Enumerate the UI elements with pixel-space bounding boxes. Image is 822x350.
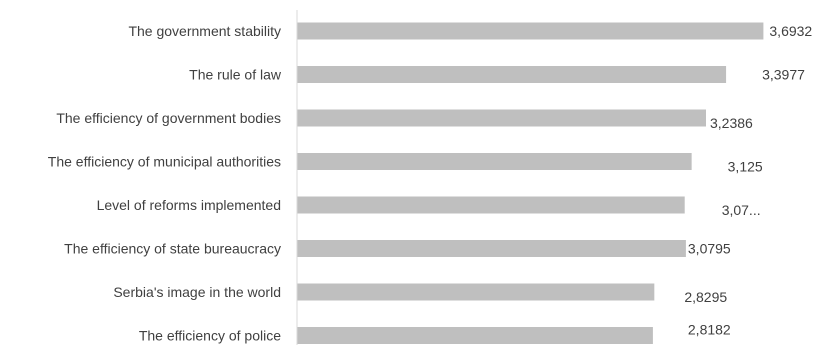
category-label: The efficiency of police — [139, 328, 281, 344]
bar — [297, 153, 692, 170]
bar — [297, 109, 706, 127]
bar — [297, 22, 764, 40]
bar — [297, 240, 686, 257]
bar — [297, 196, 685, 214]
value-labels-group: 3,6932 3,3977 3,2386 3,125 3,07... 3,0795 2,82… — [684, 23, 812, 338]
value-label: 3,07... — [722, 202, 761, 218]
value-label: 3,3977 — [762, 67, 805, 83]
value-label: 3,6932 — [769, 23, 812, 39]
bar — [297, 66, 727, 83]
category-label: The efficiency of state bureaucracy — [64, 241, 281, 257]
value-label: 2,8295 — [684, 289, 727, 305]
category-label: Level of reforms implemented — [97, 197, 281, 213]
bars-group — [297, 22, 764, 344]
value-label: 2,8182 — [688, 322, 731, 338]
category-label: Serbia's image in the world — [113, 284, 281, 300]
value-label: 3,125 — [728, 159, 763, 175]
value-label: 3,2386 — [710, 115, 753, 131]
category-labels-group: The government stability The rule of law T… — [48, 23, 282, 344]
bar — [297, 327, 653, 344]
category-label: The rule of law — [189, 67, 282, 83]
bar — [297, 283, 655, 301]
value-label: 3,0795 — [688, 241, 731, 257]
category-label: The efficiency of municipal authorities — [48, 154, 281, 170]
category-label: The government stability — [128, 23, 281, 39]
category-label: The efficiency of government bodies — [56, 110, 281, 126]
